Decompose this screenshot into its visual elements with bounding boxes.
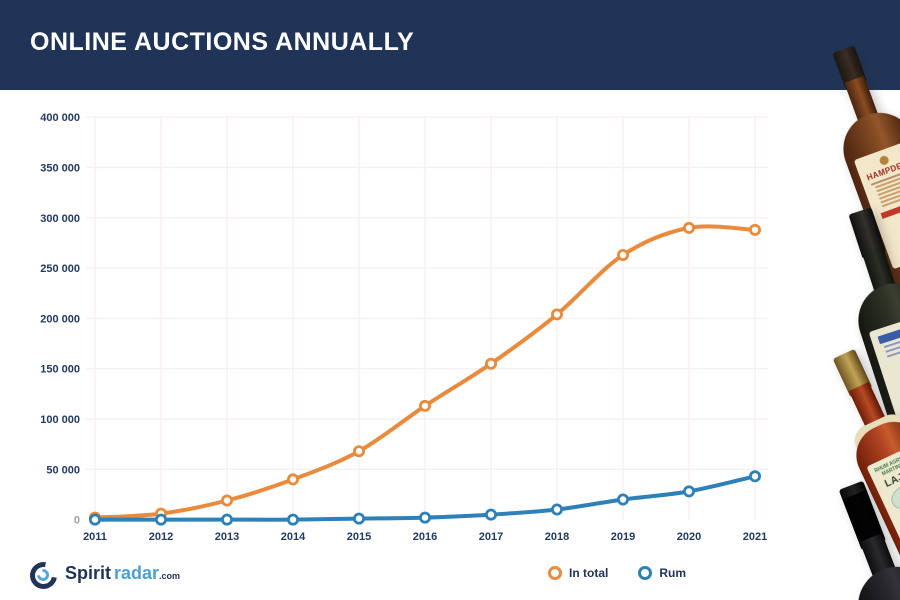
legend-item-in-total[interactable]: In total xyxy=(548,566,608,580)
legend-label-rum: Rum xyxy=(659,566,686,580)
legend-label-in-total: In total xyxy=(569,566,609,580)
svg-text:2016: 2016 xyxy=(413,531,437,543)
brand-primary: Spirit xyxy=(65,563,112,583)
svg-text:350 000: 350 000 xyxy=(40,163,80,175)
auction-chart: 0 50 000 100 000 150 000 200 000 250 000 300 0… xyxy=(40,112,768,543)
svg-text:250 000: 250 000 xyxy=(40,263,80,275)
legend-item-rum[interactable]: Rum xyxy=(638,566,686,580)
svg-text:150 000: 150 000 xyxy=(40,364,80,376)
spiritradar-logo-icon xyxy=(24,556,63,594)
brand-suffix: .com xyxy=(159,571,181,581)
chart-legend: In total Rum xyxy=(548,566,686,580)
spiritradar-logo[interactable]: Spirit radar.com xyxy=(24,556,181,594)
svg-text:2018: 2018 xyxy=(545,531,569,543)
svg-text:2017: 2017 xyxy=(479,531,503,543)
svg-text:2014: 2014 xyxy=(281,531,306,543)
header-banner: ONLINE AUCTIONS ANNUALLY xyxy=(0,0,900,90)
svg-text:2021: 2021 xyxy=(743,531,767,543)
page-title: ONLINE AUCTIONS ANNUALLY xyxy=(30,28,415,56)
svg-text:2012: 2012 xyxy=(149,531,173,543)
svg-text:0: 0 xyxy=(74,515,80,527)
svg-text:2020: 2020 xyxy=(677,531,701,543)
legend-marker-in-total xyxy=(548,566,562,580)
svg-text:2019: 2019 xyxy=(611,531,635,543)
svg-text:200 000: 200 000 xyxy=(40,313,80,325)
svg-text:100 000: 100 000 xyxy=(40,414,80,426)
svg-text:2013: 2013 xyxy=(215,531,239,543)
svg-text:50 000: 50 000 xyxy=(46,464,80,476)
svg-text:400 000: 400 000 xyxy=(40,112,80,124)
svg-text:2015: 2015 xyxy=(347,531,371,543)
footer: Spirit radar.com In total Rum xyxy=(0,552,900,600)
svg-text:300 000: 300 000 xyxy=(40,213,80,225)
svg-text:2011: 2011 xyxy=(83,531,107,543)
brand-secondary: radar xyxy=(114,563,160,583)
legend-marker-rum xyxy=(638,566,653,580)
